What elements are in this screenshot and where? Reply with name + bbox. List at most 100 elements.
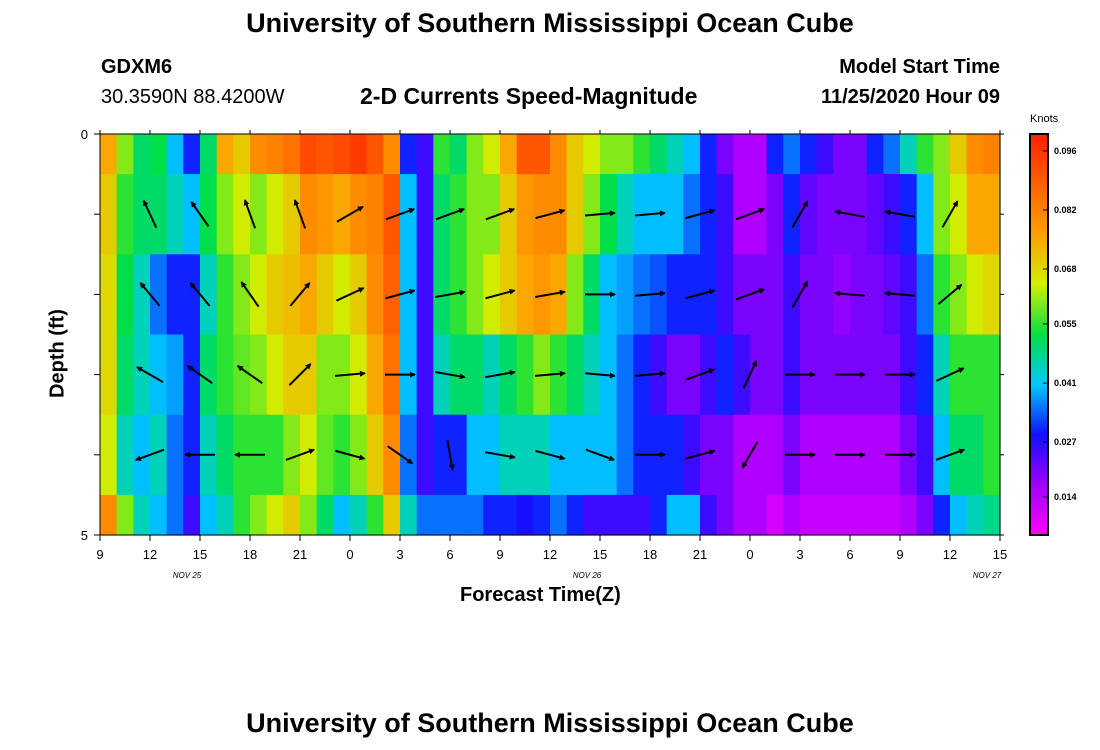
- colorbar-tick-label: 0.096: [1054, 146, 1077, 156]
- heatmap-cell: [600, 494, 618, 536]
- heatmap-cell: [466, 334, 484, 416]
- heatmap-cell: [383, 414, 401, 496]
- heatmap-cell: [666, 174, 684, 255]
- x-tick-label: 9: [496, 547, 503, 562]
- heatmap-cell: [300, 414, 318, 496]
- heatmap-cell: [150, 174, 168, 255]
- heatmap-cell: [783, 254, 801, 336]
- heatmap-cell: [666, 414, 684, 496]
- heatmap-cell: [783, 174, 801, 255]
- heatmap-cell: [600, 134, 618, 175]
- current-vector: [189, 282, 211, 307]
- heatmap-cell: [266, 414, 284, 496]
- current-vector: [635, 290, 666, 297]
- heatmap-cell: [100, 254, 118, 336]
- station-id: GDXM6: [101, 56, 173, 78]
- current-vector: [243, 199, 257, 229]
- heatmap-cell: [683, 134, 701, 175]
- current-vector: [335, 449, 366, 461]
- heatmap-cell: [850, 134, 868, 175]
- x-tick-label: 18: [243, 547, 257, 562]
- current-vector: [635, 210, 666, 217]
- current-vector: [186, 365, 213, 385]
- heatmap-cell: [883, 134, 901, 175]
- heatmap-cell: [666, 494, 684, 536]
- current-vector: [685, 288, 716, 300]
- heatmap-cell: [616, 174, 634, 255]
- heatmap-cell: [800, 134, 818, 175]
- heatmap-cell: [400, 414, 418, 496]
- heatmap-cell: [666, 334, 684, 416]
- model-start-label: Model Start Time: [839, 56, 1000, 78]
- heatmap-cell: [983, 254, 1001, 336]
- heatmap-cell: [450, 414, 468, 496]
- heatmap-cell: [500, 494, 518, 536]
- heatmap-cell: [733, 134, 751, 175]
- heatmap-cell: [216, 414, 234, 496]
- heatmap-cell: [983, 494, 1001, 536]
- x-tick-label: 12: [143, 547, 157, 562]
- heatmap-cells: [100, 134, 1001, 536]
- heatmap-cell: [616, 494, 634, 536]
- current-vector: [535, 449, 566, 461]
- heatmap-cell: [166, 414, 184, 496]
- current-vector: [585, 372, 616, 379]
- heatmap-cell: [150, 494, 168, 536]
- heatmap-cell: [300, 174, 318, 255]
- page-title: University of Southern Mississippi Ocean…: [246, 8, 854, 38]
- heatmap-cell: [283, 134, 301, 175]
- current-vector: [385, 288, 416, 300]
- heatmap-cell: [516, 494, 534, 536]
- heatmap-cell: [750, 134, 768, 175]
- heatmap-cell: [950, 254, 968, 336]
- heatmap-cell: [316, 414, 334, 496]
- heatmap-cell: [633, 494, 651, 536]
- heatmap-cell: [616, 134, 634, 175]
- current-vector: [285, 448, 316, 461]
- heatmap-cell: [400, 254, 418, 336]
- x-tick-label: 0: [346, 547, 353, 562]
- x-tick-label: 9: [896, 547, 903, 562]
- current-vector: [485, 207, 516, 221]
- heatmap-cell: [150, 134, 168, 175]
- current-vector: [335, 287, 365, 302]
- current-vector: [435, 207, 466, 221]
- heatmap-cell: [266, 334, 284, 416]
- heatmap-cell: [833, 494, 851, 536]
- heatmap-cell: [966, 174, 984, 255]
- heatmap-cell: [400, 174, 418, 255]
- heatmap-cell: [333, 174, 351, 255]
- heatmap-cell: [816, 494, 834, 536]
- heatmap-cell: [983, 174, 1001, 255]
- heatmap-cell: [650, 174, 668, 255]
- heatmap-cell: [216, 334, 234, 416]
- heatmap-cell: [433, 134, 451, 175]
- heatmap-cell: [466, 494, 484, 536]
- heatmap-cell: [233, 494, 251, 536]
- heatmap-cell: [200, 174, 218, 255]
- heatmap-cell: [400, 134, 418, 175]
- current-vector: [236, 365, 263, 385]
- heatmap-cell: [116, 494, 134, 536]
- heatmap-cell: [816, 334, 834, 416]
- heatmap-cell: [533, 254, 551, 336]
- heatmap-cell: [833, 134, 851, 175]
- heatmap-cell: [416, 174, 434, 255]
- colorbar-units: Knots: [1030, 113, 1059, 125]
- heatmap-cell: [350, 414, 368, 496]
- heatmap-cell: [433, 334, 451, 416]
- heatmap-cell: [816, 254, 834, 336]
- heatmap-cell: [566, 174, 584, 255]
- heatmap-cell: [200, 494, 218, 536]
- current-vector: [791, 200, 809, 228]
- heatmap-cell: [883, 174, 901, 255]
- x-tick-label: 6: [846, 547, 853, 562]
- heatmap-cell: [983, 414, 1001, 496]
- heatmap-cell: [933, 174, 951, 255]
- heatmap-cell: [433, 174, 451, 255]
- colorbar-tick-label: 0.027: [1054, 437, 1077, 447]
- heatmap-cell: [200, 334, 218, 416]
- heatmap-cell: [466, 254, 484, 336]
- heatmap-cell: [300, 254, 318, 336]
- heatmap-cell: [866, 174, 884, 255]
